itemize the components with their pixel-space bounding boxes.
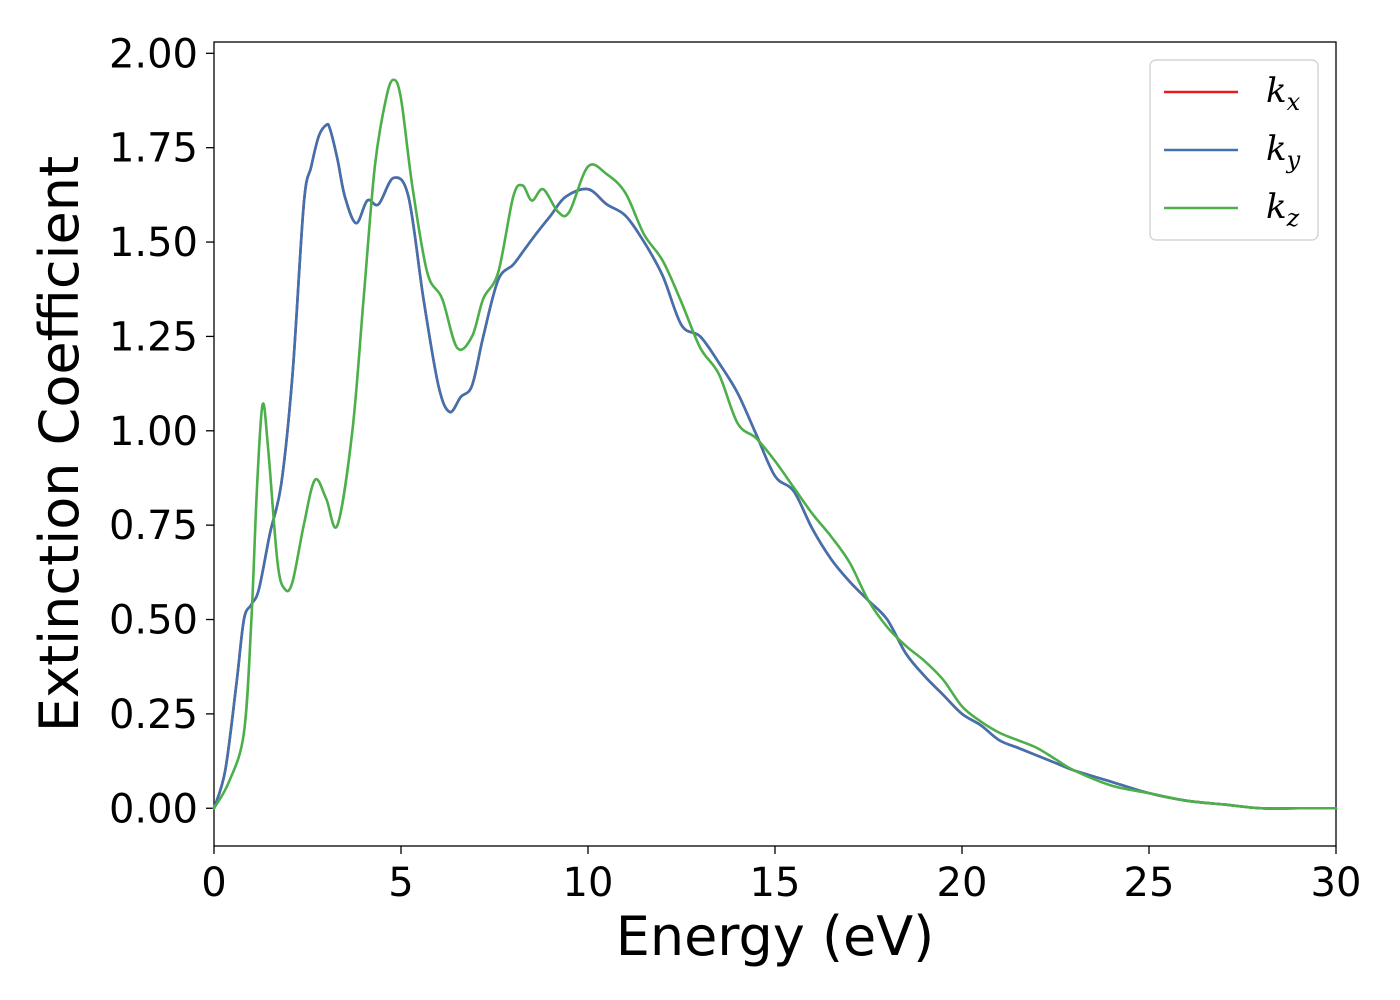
y-tick-label: 1.00 <box>109 409 198 455</box>
y-tick-label: 0.50 <box>109 598 198 644</box>
x-axis: 0 5 10 15 20 25 30 <box>201 846 1361 906</box>
y-tick-label: 1.25 <box>109 314 198 360</box>
series-line-ky <box>212 122 1338 810</box>
y-tick-label: 0.25 <box>109 692 198 738</box>
y-tick-label: 1.50 <box>109 220 198 266</box>
y-tick-label: 1.75 <box>109 126 198 172</box>
legend-label-ky: ky <box>1266 129 1301 174</box>
legend: kx ky kz <box>1149 59 1319 241</box>
series-line-kz <box>212 78 1338 810</box>
y-tick-label: 0.75 <box>109 503 198 549</box>
y-tick-label: 2.00 <box>109 31 198 77</box>
series-layer <box>212 78 1338 810</box>
x-tick-label: 30 <box>1311 860 1362 906</box>
x-tick-label: 15 <box>750 860 801 906</box>
x-tick-label: 20 <box>937 860 988 906</box>
x-tick-label: 5 <box>388 860 413 906</box>
legend-label-kz: kz <box>1266 187 1300 232</box>
x-tick-label: 25 <box>1124 860 1175 906</box>
x-tick-label: 0 <box>201 860 226 906</box>
y-axis: 0.00 0.25 0.50 0.75 1.00 1.25 1.50 1.75 2.00 <box>109 31 214 832</box>
x-axis-label: Energy (eV) <box>616 905 935 968</box>
y-axis-label: Extinction Coefficient <box>28 156 91 732</box>
x-tick-label: 10 <box>563 860 614 906</box>
legend-label-kx: kx <box>1266 71 1301 116</box>
y-tick-label: 0.00 <box>109 786 198 832</box>
